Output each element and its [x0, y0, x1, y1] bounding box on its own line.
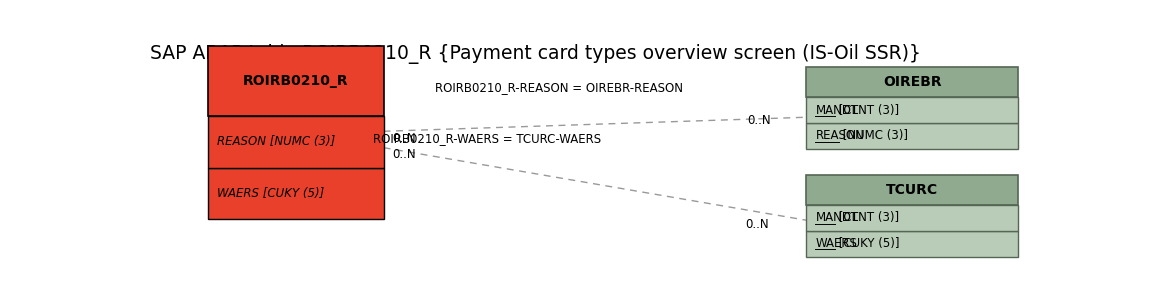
Text: 0..N: 0..N [745, 218, 769, 231]
Bar [807, 97, 1018, 123]
Text: SAP ABAP table ROIRB0210_R {Payment card types overview screen (IS-Oil SSR)}: SAP ABAP table ROIRB0210_R {Payment card… [150, 43, 921, 64]
Text: ROIRB0210_R-REASON = OIREBR-REASON: ROIRB0210_R-REASON = OIREBR-REASON [435, 81, 683, 95]
Bar [208, 46, 383, 116]
Text: [CLNT (3)]: [CLNT (3)] [835, 211, 900, 224]
Bar [807, 67, 1018, 97]
Text: WAERS: WAERS [815, 237, 857, 250]
Text: TCURC: TCURC [886, 183, 938, 197]
Text: OIREBR: OIREBR [882, 75, 942, 89]
Text: [CUKY (5)]: [CUKY (5)] [835, 237, 900, 250]
Bar [807, 231, 1018, 257]
Bar [208, 168, 383, 219]
Text: 0..N: 0..N [747, 114, 771, 127]
Text: REASON [NUMC (3)]: REASON [NUMC (3)] [217, 135, 336, 148]
Text: WAERS [CUKY (5)]: WAERS [CUKY (5)] [217, 187, 324, 200]
Text: [CLNT (3)]: [CLNT (3)] [835, 104, 900, 117]
Text: 0..N: 0..N [392, 148, 416, 161]
Text: MANDT: MANDT [815, 211, 859, 224]
Text: MANDT: MANDT [815, 104, 859, 117]
Text: 0..N: 0..N [392, 132, 416, 145]
Bar [807, 174, 1018, 205]
Text: [NUMC (3)]: [NUMC (3)] [839, 130, 908, 143]
Bar [807, 123, 1018, 149]
Bar [807, 205, 1018, 231]
Text: ROIRB0210_R: ROIRB0210_R [243, 74, 348, 88]
Text: ROIRB0210_R-WAERS = TCURC-WAERS: ROIRB0210_R-WAERS = TCURC-WAERS [373, 132, 601, 145]
Text: REASON: REASON [815, 130, 864, 143]
Bar [208, 116, 383, 168]
